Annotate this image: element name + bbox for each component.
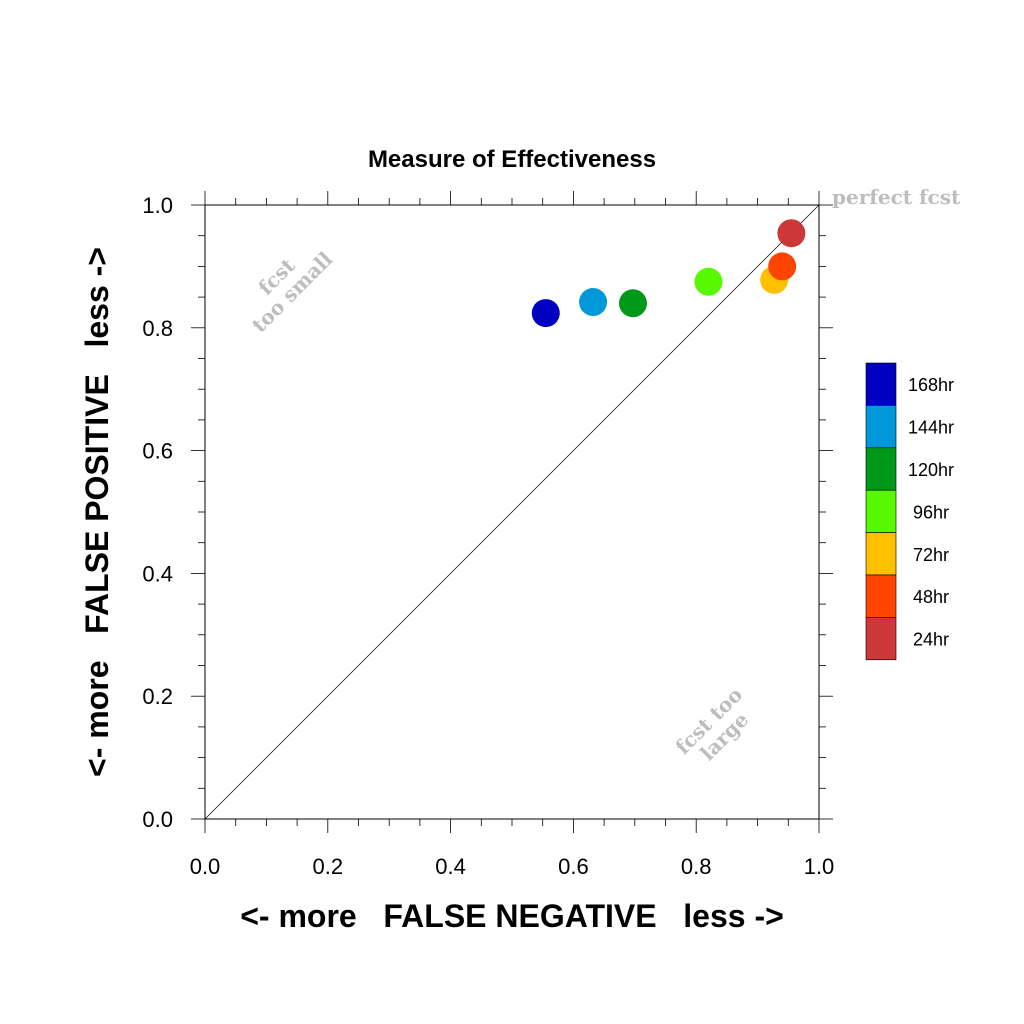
x-tick-label: 1.0: [804, 854, 835, 879]
x-tick-label: 0.2: [313, 854, 344, 879]
y-tick-label: 0.0: [142, 807, 173, 832]
legend-label-144hr: 144hr: [908, 418, 954, 438]
tick-labels: 0.0 0.2 0.4 0.6 0.8 1.0 0.0 0.2 0.4 0.6 0.8 1.0: [142, 193, 834, 879]
point-48hr: [768, 252, 797, 281]
x-axis-label: <- more FALSE NEGATIVE less ->: [240, 898, 784, 934]
x-tick-label: 0.4: [435, 854, 466, 879]
legend-label-48hr: 48hr: [913, 587, 949, 607]
legend-label-24hr: 24hr: [913, 630, 949, 650]
point-24hr: [777, 219, 806, 248]
legend-swatch-120hr: [865, 447, 897, 491]
y-tick-label: 0.4: [142, 561, 173, 586]
chart-title: Measure of Effectiveness: [368, 146, 656, 173]
legend-label-120hr: 120hr: [908, 460, 954, 480]
y-axis-label: <- more FALSE POSITIVE less ->: [79, 247, 115, 777]
y-tick-label: 1.0: [142, 193, 173, 218]
x-tick-label: 0.0: [190, 854, 221, 879]
point-120hr: [618, 289, 647, 318]
data-points: [531, 219, 806, 328]
point-96hr: [694, 267, 723, 296]
legend-swatch-96hr: [865, 489, 897, 533]
legend-label-168hr: 168hr: [908, 375, 954, 395]
too-small-annotation-line2: too small: [247, 247, 337, 337]
legend-swatch-144hr: [865, 405, 897, 449]
legend-label-72hr: 72hr: [913, 545, 949, 565]
perfect-fcst-annotation: perfect fcst: [832, 185, 961, 209]
point-144hr: [579, 288, 608, 317]
point-168hr: [531, 299, 560, 328]
annotations: perfect fcst fcst too small fcst too lar…: [247, 185, 961, 765]
axis-ticks: [191, 191, 833, 833]
legend-swatch-48hr: [865, 574, 897, 618]
legend-label-96hr: 96hr: [913, 502, 949, 522]
diagonal-reference-line: [204, 204, 820, 820]
legend-swatch-24hr: [865, 617, 897, 661]
y-tick-label: 0.8: [142, 316, 173, 341]
y-tick-label: 0.2: [142, 684, 173, 709]
x-tick-label: 0.8: [681, 854, 712, 879]
y-tick-label: 0.6: [142, 439, 173, 464]
x-tick-label: 0.6: [558, 854, 589, 879]
legend: 168hr 144hr 120hr 96hr 72hr 48hr 24hr: [865, 362, 954, 661]
legend-swatch-72hr: [865, 532, 897, 576]
legend-swatch-168hr: [865, 362, 897, 406]
